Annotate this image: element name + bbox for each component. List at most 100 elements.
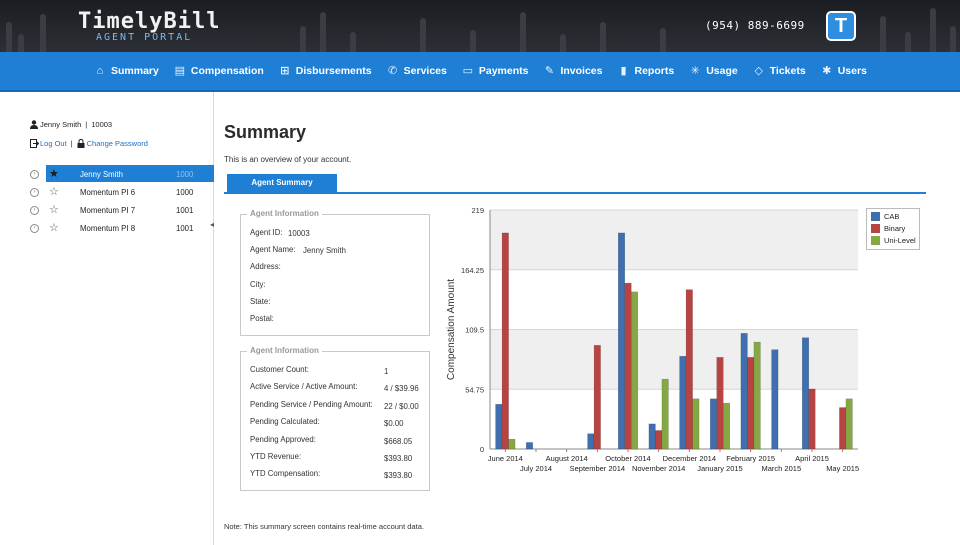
info-value: 22 / $0.00 [384, 401, 419, 411]
info-value: $668.05 [384, 436, 413, 446]
lock-icon [77, 139, 85, 148]
header-decoration [6, 22, 12, 52]
main-nav: ⌂ Summary ▤ Compensation ⊞ Disbursements ✆ Serv… [0, 52, 960, 92]
header-decoration [520, 12, 526, 52]
header-decoration [420, 18, 426, 52]
agent-row[interactable]: › ☆ Momentum PI 7 1001 [30, 201, 214, 219]
user-name: Jenny Smith [40, 120, 82, 129]
x-tick-label: September 2014 [570, 464, 625, 473]
header-decoration [40, 14, 46, 52]
favorite-star-icon[interactable]: ☆ [49, 185, 59, 198]
nav-item-payments[interactable]: ▭ Payments [462, 65, 529, 77]
timelybill-logo[interactable]: TimelyBill AGENT PORTAL [78, 9, 220, 43]
support-phone: (954) 889-6699 [705, 19, 805, 32]
header-decoration [880, 16, 886, 52]
legend-entry[interactable]: Binary [871, 224, 905, 233]
favorite-star-icon[interactable]: ☆ [49, 203, 59, 216]
x-tick-label: July 2014 [520, 464, 552, 473]
page-description: This is an overview of your account. [224, 155, 352, 164]
nav-item-label: Payments [478, 65, 529, 77]
bar-binary [839, 407, 847, 450]
bar-binary [655, 430, 663, 450]
info-label: Pending Approved: [250, 434, 316, 444]
phone-icon: ✆ [388, 65, 398, 77]
x-tick-label: December 2014 [663, 454, 716, 463]
sidebar: Jenny Smith | 10003 Log Out | Change Pas… [0, 92, 214, 545]
tab-agent-summary[interactable]: Agent Summary [227, 174, 337, 192]
legend-entry[interactable]: CAB [871, 212, 899, 221]
x-tick-label: August 2014 [546, 454, 588, 463]
nav-item-label: Usage [706, 65, 738, 77]
nav-item-label: Invoices [560, 65, 603, 77]
nav-item-users[interactable]: ✱ Users [821, 65, 867, 77]
compensation-chart: 0 54.75 109.5 164.25 219 Compensation Amount J… [446, 206, 859, 473]
nav-item-reports[interactable]: ▮ Reports [618, 65, 675, 77]
info-label: Address: [250, 262, 281, 272]
nav-item-summary[interactable]: ⌂ Summary [94, 65, 159, 77]
info-value: $393.80 [384, 454, 413, 463]
agent-name: Momentum PI 6 [80, 187, 136, 197]
separator: | [85, 120, 88, 129]
nav-item-services[interactable]: ✆ Services [387, 65, 447, 77]
bar-cab [495, 404, 503, 450]
collapse-sidebar-icon[interactable]: ◂ [210, 220, 215, 229]
legend-entry[interactable]: Uni-Level [871, 236, 916, 245]
bar-binary [716, 357, 724, 450]
nav-item-label: Reports [634, 65, 675, 77]
panel-legend: Agent Information [247, 346, 322, 355]
change-password-link[interactable]: Change Password [86, 139, 148, 148]
nav-item-disbursements[interactable]: ⊞ Disbursements [279, 65, 372, 77]
header-decoration [350, 32, 356, 52]
info-label: Postal: [250, 314, 274, 323]
nav-item-invoices[interactable]: ✎ Invoices [543, 65, 603, 77]
agent-information-panel: Agent Information Agent ID: 10003 Agent Na… [240, 209, 430, 336]
bar-cab [587, 433, 595, 450]
plot-band [490, 269, 858, 330]
info-label: City: [250, 279, 266, 289]
account-links: Log Out | Change Password [30, 139, 148, 148]
info-label: YTD Revenue: [250, 452, 302, 461]
agent-row[interactable]: › ☆ Momentum PI 8 1001 [30, 219, 214, 237]
nav-item-usage[interactable]: ✳ Usage [689, 65, 738, 77]
agent-number: 1001 [176, 223, 194, 233]
home-icon: ⌂ [96, 65, 104, 77]
nav-item-tickets[interactable]: ◇ Tickets [753, 65, 805, 77]
nav-item-label: Users [837, 65, 867, 77]
info-label: Active Service / Active Amount: [250, 382, 358, 392]
y-axis-title: Compensation Amount [446, 279, 457, 380]
expand-arrow-icon[interactable]: › [30, 169, 39, 179]
expand-arrow-icon[interactable]: › [30, 205, 39, 215]
agent-row[interactable]: › ★ Jenny Smith 1000 [30, 165, 214, 183]
header-decoration [600, 22, 606, 52]
info-label: YTD Compensation: [250, 469, 321, 479]
expand-arrow-icon[interactable]: › [30, 223, 39, 233]
nav-list: ⌂ Summary ▤ Compensation ⊞ Disbursements ✆ Serv… [94, 65, 882, 77]
info-label: Pending Calculated: [250, 417, 320, 427]
favorite-star-icon[interactable]: ★ [49, 167, 59, 180]
y-tick-label: 54.75 [465, 385, 484, 394]
invoice-icon: ✎ [544, 65, 555, 77]
account-information-panel: Agent Information Customer Count: 1 Active… [240, 346, 430, 491]
bar-uni-level [631, 291, 638, 450]
header-decoration [470, 30, 476, 52]
bar-chart-icon: ▮ [620, 65, 627, 77]
brand-badge-icon: T [826, 11, 856, 41]
bar-binary [593, 345, 601, 450]
x-tick-label: April 2015 [795, 454, 829, 463]
agent-list: › ★ Jenny Smith 1000 › ☆ Momentum PI 6 1000 › ☆ Mo… [30, 165, 214, 237]
expand-arrow-icon[interactable]: › [30, 187, 39, 197]
money-icon: ▤ [174, 65, 186, 77]
agent-name: Momentum PI 7 [80, 205, 136, 215]
nav-item-label: Compensation [190, 65, 264, 77]
logout-link[interactable]: Log Out [40, 139, 67, 148]
x-tick-label: June 2014 [488, 454, 523, 463]
legend-label: Uni-Level [884, 236, 916, 245]
agent-row[interactable]: › ☆ Momentum PI 6 1000 [30, 183, 214, 201]
favorite-star-icon[interactable]: ☆ [49, 221, 59, 234]
nav-item-label: Disbursements [295, 65, 372, 77]
bar-cab [648, 423, 656, 450]
nav-item-compensation[interactable]: ▤ Compensation [174, 65, 264, 77]
tab-strip: Agent Summary [224, 174, 926, 194]
x-tick-label: January 2015 [697, 464, 742, 473]
bar-cab [526, 442, 533, 450]
